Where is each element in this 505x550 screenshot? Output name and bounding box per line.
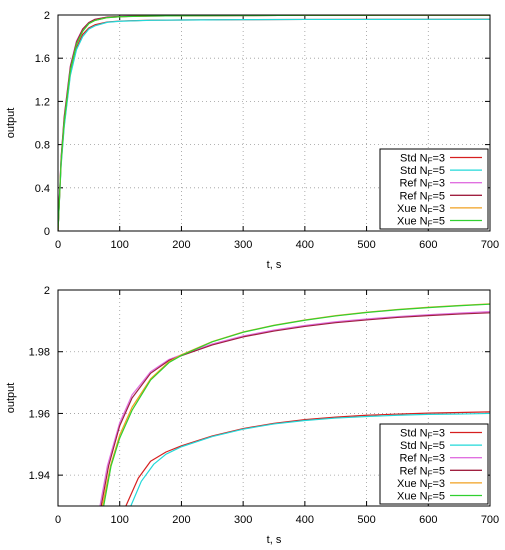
y-tick-label: 1.96 xyxy=(29,408,50,420)
legend-box xyxy=(379,423,489,505)
legend-label: Xue NF=3 xyxy=(397,478,445,491)
legend-label: Xue NF=5 xyxy=(397,216,445,229)
y-tick-label: 1.98 xyxy=(29,347,50,359)
x-tick-label: 700 xyxy=(481,514,499,526)
x-tick-label: 200 xyxy=(172,514,190,526)
legend-label: Std NF=3 xyxy=(400,153,445,166)
x-tick-label: 0 xyxy=(55,239,61,251)
legend-label: Xue NF=5 xyxy=(397,491,445,504)
y-tick-label: 1.94 xyxy=(29,470,50,482)
series-line-std-n-f-5 xyxy=(130,412,490,506)
legend-label: Xue NF=3 xyxy=(397,203,445,216)
y-axis-label: output xyxy=(5,108,17,139)
x-tick-label: 500 xyxy=(357,239,375,251)
x-tick-label: 300 xyxy=(234,514,252,526)
x-axis-label: t, s xyxy=(267,534,282,546)
y-axis-label: output xyxy=(5,383,17,414)
x-tick-label: 600 xyxy=(419,239,437,251)
plot-frame xyxy=(57,289,491,507)
x-tick-label: 400 xyxy=(296,514,314,526)
x-tick-label: 200 xyxy=(172,239,190,251)
chart-1: 0 100 200 300 400 500 600 700 0 0.4 0.8 1.2 1.6 2 t, s… xyxy=(5,10,499,271)
series-line-ref-n-f-5 xyxy=(100,312,490,506)
y-tick-label: 2 xyxy=(44,285,50,297)
y-tick-label: 1.6 xyxy=(35,53,50,65)
x-tick-label: 500 xyxy=(357,514,375,526)
y-tick-label: 1.2 xyxy=(35,96,50,108)
series-line-std-n-f-5 xyxy=(58,18,490,231)
series-group xyxy=(99,303,490,506)
legend-label: Ref NF=5 xyxy=(399,465,445,478)
legend-label: Std NF=3 xyxy=(400,428,445,441)
plot-frame xyxy=(57,14,491,232)
y-tick-label: 2 xyxy=(44,10,50,22)
x-tick-label: 400 xyxy=(296,239,314,251)
y-tick-label: 0.4 xyxy=(35,183,50,195)
x-tick-label: 100 xyxy=(111,239,129,251)
x-axis-label: t, s xyxy=(267,259,282,271)
legend-label: Ref NF=3 xyxy=(399,453,445,466)
legend-box xyxy=(379,148,489,230)
legend-label: Ref NF=3 xyxy=(399,178,445,191)
y-tick-label: 0 xyxy=(44,226,50,238)
x-tick-label: 0 xyxy=(55,514,61,526)
x-tick-label: 100 xyxy=(111,514,129,526)
legend-label: Std NF=5 xyxy=(400,440,445,453)
x-tick-label: 300 xyxy=(234,239,252,251)
legend-label: Ref NF=5 xyxy=(399,190,445,203)
legend-label: Std NF=5 xyxy=(400,165,445,178)
chart-2: 0 100 200 300 400 500 600 700 1.94 1.96 1.98 2 t, s o… xyxy=(5,285,499,546)
x-tick-label: 700 xyxy=(481,239,499,251)
x-tick-label: 600 xyxy=(419,514,437,526)
series-line-ref-n-f-3 xyxy=(99,311,490,506)
series-line-std-n-f-3 xyxy=(125,411,490,506)
series-line-xue-n-f-5 xyxy=(103,303,490,506)
y-tick-label: 0.8 xyxy=(35,140,50,152)
